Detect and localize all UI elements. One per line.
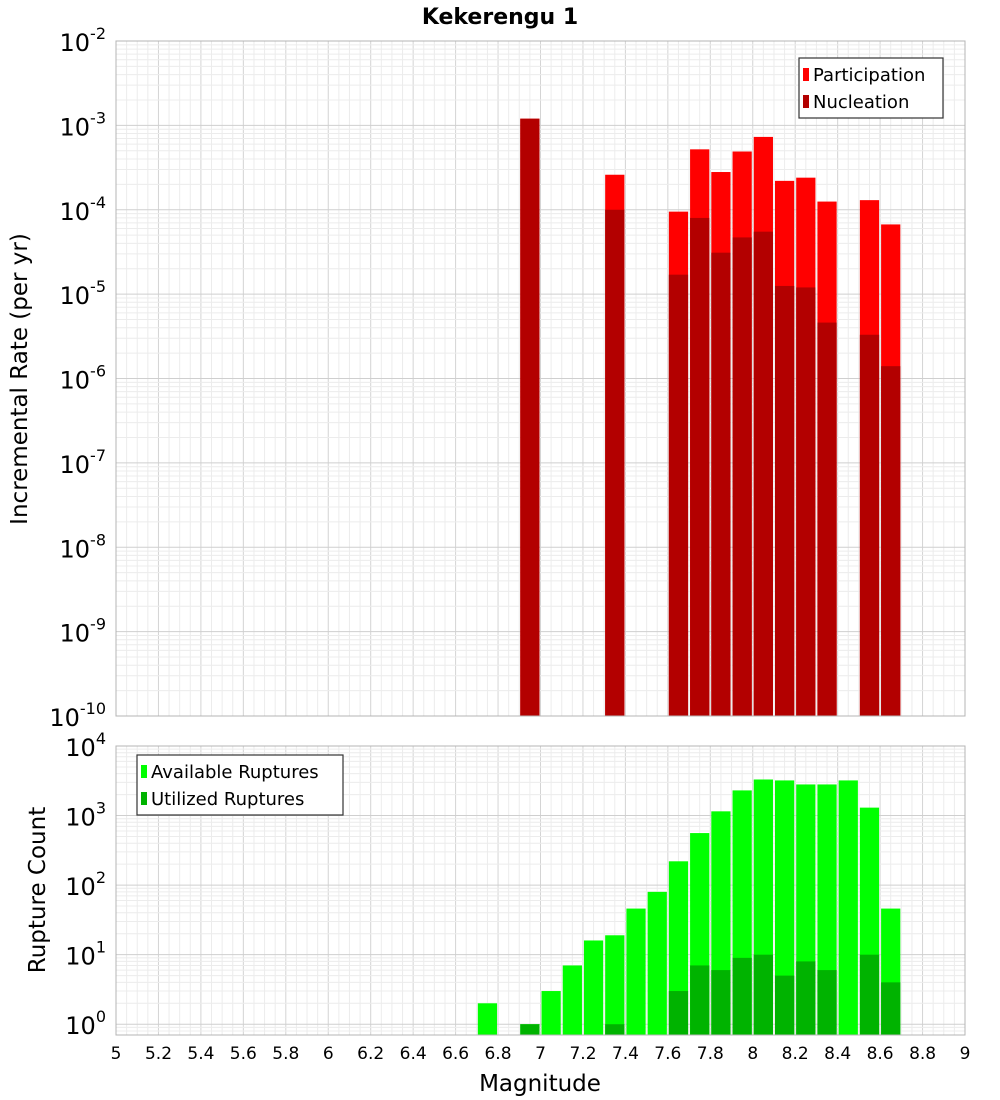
bar-available-ruptures (583, 940, 604, 1035)
bar-utilized-ruptures (796, 961, 816, 1035)
y-tick-label: 104 (65, 729, 106, 762)
bottom-plot-border (115, 745, 966, 1036)
top-bars (520, 118, 901, 717)
bar-utilized-ruptures (690, 965, 710, 1035)
bar-nucleation (711, 252, 731, 717)
x-tick-label: 5.4 (187, 1044, 214, 1064)
x-tick-label: 5.2 (145, 1044, 172, 1064)
bar-utilized-ruptures (732, 957, 752, 1035)
bar-nucleation (605, 209, 625, 716)
bottom-y-axis-label: Rupture Count (25, 807, 51, 973)
legend-label: Utilized Ruptures (151, 789, 304, 810)
x-tick-label: 6.2 (357, 1044, 384, 1064)
bar-nucleation (732, 237, 752, 717)
bar-utilized-ruptures (774, 975, 795, 1035)
top-legend: Participation Nucleation (798, 57, 944, 119)
y-tick-label: 10-6 (60, 362, 107, 395)
x-tick-label: 8 (747, 1044, 758, 1064)
chart-title: Kekerengu 1 (422, 5, 578, 30)
x-tick-label: 8.2 (782, 1044, 809, 1064)
y-tick-label: 10-9 (60, 615, 107, 648)
bar-utilized-ruptures (668, 991, 689, 1035)
top-grid (115, 41, 966, 717)
legend-swatch (803, 68, 809, 81)
x-tick-label: 7 (535, 1044, 546, 1064)
x-tick-label: 8.8 (909, 1044, 936, 1064)
x-axis-label: Magnitude (479, 1071, 601, 1097)
legend-label: Available Ruptures (151, 762, 319, 783)
x-tick-label: 6.6 (442, 1044, 469, 1064)
bar-utilized-ruptures (711, 970, 731, 1035)
bar-available-ruptures (605, 935, 625, 1035)
y-tick-label: 10-5 (60, 277, 107, 310)
bar-available-ruptures (562, 965, 582, 1035)
bottom-bars (477, 779, 901, 1035)
bar-nucleation (753, 231, 773, 716)
x-tick-label: 6.8 (484, 1044, 511, 1064)
bar-available-ruptures (647, 891, 667, 1035)
y-tick-label: 10-2 (60, 24, 107, 57)
legend-box (798, 57, 944, 119)
x-tick-label: 7.8 (697, 1044, 724, 1064)
bar-utilized-ruptures (859, 954, 880, 1035)
rupture-count-panel: 104 103 102 101 100 Available Ruptures Utilize… (65, 729, 970, 1064)
x-tick-label: 7.4 (612, 1044, 639, 1064)
top-plot-border (115, 40, 966, 717)
legend-label: Nucleation (813, 92, 909, 113)
y-tick-label: 10-8 (60, 530, 107, 563)
x-tick-label: 5.6 (230, 1044, 257, 1064)
x-tick-label: 8.6 (867, 1044, 894, 1064)
bar-nucleation (881, 366, 901, 716)
bar-available-ruptures (774, 780, 795, 1035)
y-tick-label: 100 (65, 1007, 106, 1040)
x-tick-label: 9 (960, 1044, 971, 1064)
bar-utilized-ruptures (753, 954, 773, 1035)
legend-box (136, 754, 344, 816)
bar-nucleation (817, 322, 837, 716)
x-tick-label: 5.8 (272, 1044, 299, 1064)
bar-available-ruptures (838, 780, 858, 1035)
bar-utilized-ruptures (881, 982, 901, 1035)
y-tick-label: 103 (65, 799, 106, 832)
x-tick-label: 6 (323, 1044, 334, 1064)
legend-swatch (803, 95, 809, 108)
bar-utilized-ruptures (817, 970, 837, 1035)
bar-available-ruptures (626, 908, 646, 1035)
x-tick-label: 8.4 (824, 1044, 851, 1064)
x-tick-label: 7.2 (569, 1044, 596, 1064)
x-tick-labels: 5 5.2 5.4 5.6 5.8 6 6.2 6.4 6.6 6.8 7 7.2 7.4 7.6 7.8 8… (111, 1044, 971, 1064)
bar-nucleation (859, 334, 880, 716)
bar-nucleation (796, 287, 816, 716)
y-tick-label: 10-10 (49, 699, 106, 732)
legend-label: Participation (813, 65, 925, 86)
x-tick-label: 6.4 (400, 1044, 427, 1064)
legend-swatch (141, 765, 147, 778)
bar-nucleation (520, 118, 540, 716)
y-tick-label: 10-7 (60, 446, 107, 479)
y-tick-label: 101 (65, 938, 106, 971)
legend-swatch (141, 792, 147, 805)
bar-available-ruptures (541, 991, 561, 1035)
x-tick-label: 5 (111, 1044, 122, 1064)
bar-utilized-ruptures (605, 1024, 625, 1035)
bar-available-ruptures (477, 1003, 498, 1035)
bar-utilized-ruptures (520, 1024, 540, 1035)
y-tick-label: 102 (65, 868, 106, 901)
bar-nucleation (690, 217, 710, 716)
bar-nucleation (774, 285, 795, 716)
rate-panel: 10-2 10-3 10-4 10-5 10-6 10-7 10-8 10-9 10-10 Par… (49, 24, 966, 732)
x-tick-label: 7.6 (654, 1044, 681, 1064)
y-tick-label: 10-4 (60, 193, 107, 226)
bar-nucleation (668, 274, 689, 716)
top-y-axis-label: Incremental Rate (per yr) (7, 233, 33, 525)
y-tick-label: 10-3 (60, 108, 107, 141)
bottom-legend: Available Ruptures Utilized Ruptures (136, 754, 344, 816)
